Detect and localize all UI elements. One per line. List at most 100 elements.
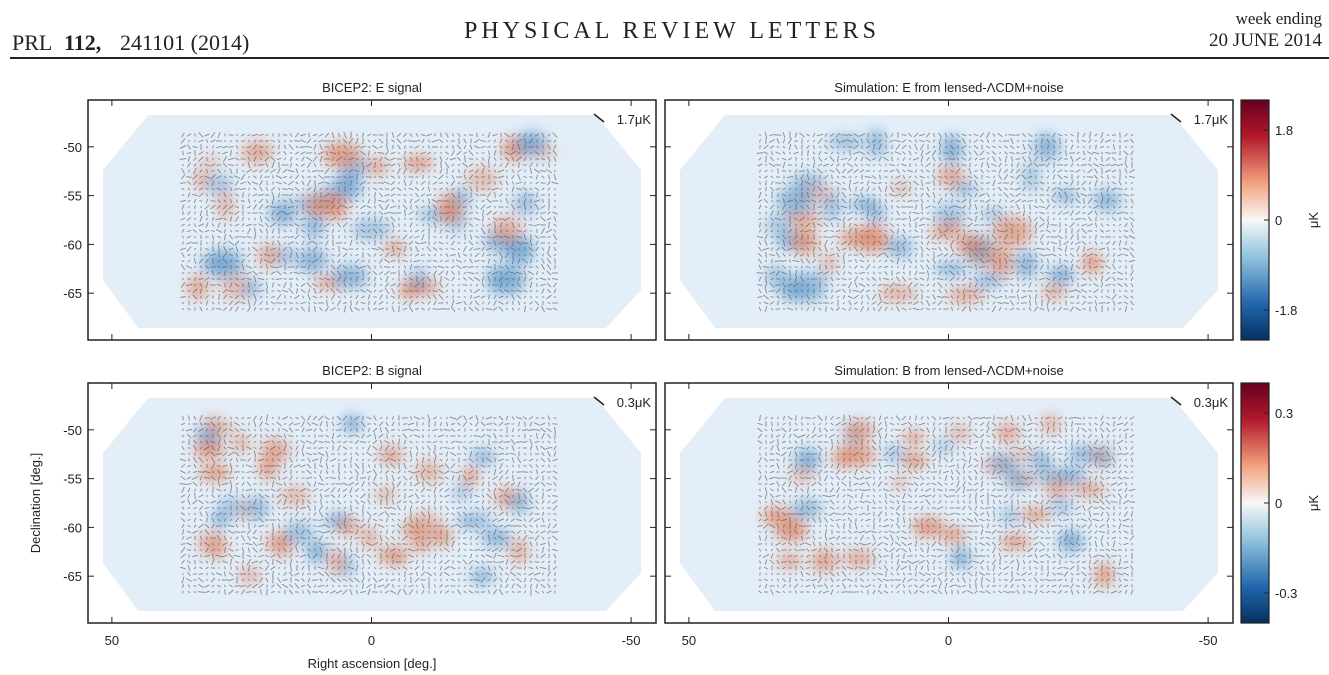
vector	[890, 265, 894, 269]
vector	[415, 210, 419, 216]
vector	[335, 429, 343, 431]
vector	[413, 282, 421, 288]
vector	[336, 169, 342, 173]
vector	[313, 199, 317, 203]
vector	[242, 289, 244, 293]
vector	[390, 259, 396, 263]
vector	[366, 205, 372, 209]
vector	[770, 277, 774, 281]
vector	[871, 276, 877, 282]
vector	[234, 283, 240, 287]
vector	[359, 477, 367, 479]
vector	[817, 137, 823, 145]
vector	[987, 217, 989, 221]
vector	[902, 271, 906, 275]
vector	[199, 163, 203, 167]
vector	[1101, 253, 1103, 257]
vector	[853, 204, 859, 210]
vector	[216, 283, 222, 287]
vector	[944, 259, 948, 263]
vector	[193, 591, 197, 593]
vector	[253, 307, 257, 311]
vector	[1050, 236, 1058, 238]
vector	[517, 133, 521, 137]
vector	[475, 169, 479, 173]
vector	[272, 528, 274, 536]
vector	[275, 265, 283, 269]
vector	[329, 151, 337, 155]
vector	[312, 155, 318, 163]
vector	[187, 211, 191, 215]
vector	[762, 265, 770, 269]
vector	[432, 259, 438, 263]
vector	[938, 246, 942, 252]
vector	[878, 248, 882, 250]
vector	[493, 221, 497, 229]
vector	[552, 211, 558, 215]
vector	[223, 176, 227, 178]
vector	[523, 295, 527, 299]
vector	[1034, 236, 1038, 238]
vector	[1058, 200, 1062, 202]
y-tick-label: -60	[63, 237, 82, 252]
vector	[499, 282, 503, 288]
vector	[938, 205, 942, 209]
vector	[307, 301, 311, 305]
vector	[211, 180, 215, 186]
vector	[890, 181, 894, 185]
vector	[835, 229, 841, 233]
vector	[884, 198, 888, 204]
vector	[829, 133, 835, 137]
vector	[545, 168, 553, 174]
vector	[326, 482, 328, 486]
vector	[890, 296, 894, 298]
vector	[511, 277, 515, 281]
vector	[873, 143, 875, 151]
vector	[1004, 164, 1008, 166]
vector	[314, 235, 316, 239]
vector	[523, 211, 527, 215]
vector	[319, 306, 323, 312]
vector	[853, 168, 859, 174]
vector	[361, 247, 365, 251]
vector	[306, 187, 312, 191]
vector	[301, 193, 305, 197]
vector	[251, 133, 259, 137]
vector	[181, 252, 185, 258]
vector	[217, 199, 221, 203]
vector	[445, 295, 449, 299]
vector	[902, 151, 906, 155]
vector	[902, 246, 906, 252]
vector	[421, 265, 425, 269]
vector	[908, 265, 912, 269]
map-blob	[388, 551, 405, 566]
map-blob	[332, 174, 362, 200]
vector	[227, 157, 235, 161]
vector	[271, 192, 275, 198]
vector	[198, 192, 204, 198]
vector	[807, 149, 809, 157]
vector	[259, 186, 263, 192]
vector	[883, 288, 889, 294]
vector	[889, 222, 895, 228]
vector	[487, 301, 491, 305]
vector	[312, 217, 318, 221]
vector	[247, 299, 251, 307]
vector	[812, 283, 816, 287]
vector	[409, 180, 413, 186]
vector	[203, 477, 211, 479]
map-blob	[205, 249, 244, 278]
vector	[414, 253, 420, 257]
vector	[427, 253, 431, 257]
vector	[860, 156, 864, 162]
vector	[547, 156, 551, 162]
vector	[854, 271, 858, 275]
vector	[223, 187, 227, 191]
vector	[944, 265, 948, 269]
vector	[835, 307, 841, 311]
vector	[259, 300, 263, 306]
vector	[877, 306, 883, 312]
vector	[902, 223, 906, 227]
vector	[379, 145, 383, 149]
vector	[457, 223, 461, 227]
